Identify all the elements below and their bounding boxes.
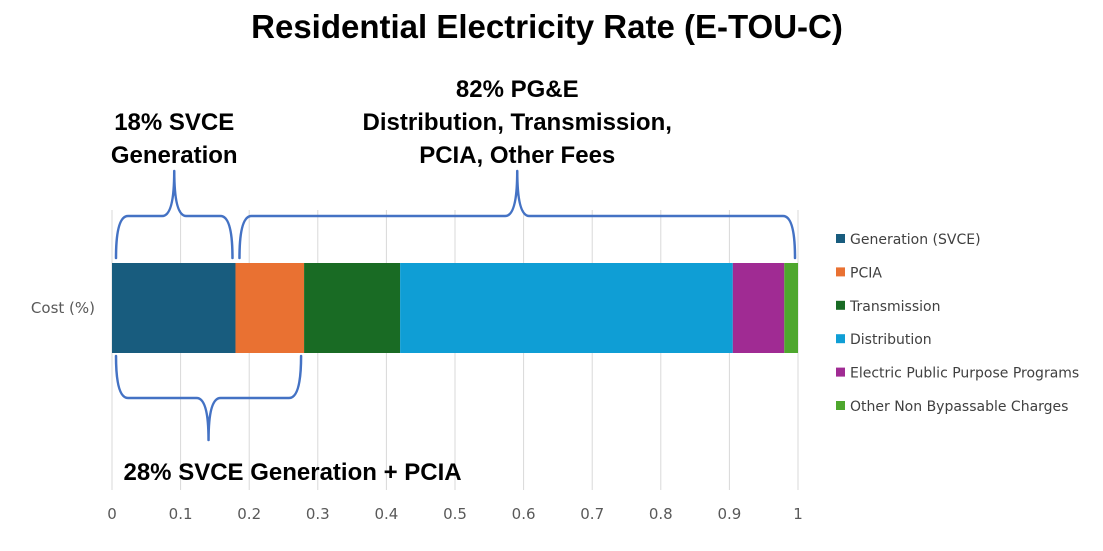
bar-segment-electric-public-purpose-programs: [732, 263, 785, 353]
x-tick-label: 0.7: [580, 505, 604, 523]
legend-entry: PCIA: [850, 265, 882, 281]
y-axis-categories: Cost (%): [31, 299, 95, 317]
bar-segment-pcia: [235, 263, 305, 353]
chart-title: Residential Electricity Rate (E-TOU-C): [251, 8, 843, 45]
x-tick-label: 0.6: [512, 505, 536, 523]
x-tick-label: 1: [793, 505, 803, 523]
x-tick-label: 0.1: [169, 505, 193, 523]
annotation-brace-2: [114, 354, 303, 442]
legend-entry: Generation (SVCE): [850, 232, 981, 248]
annotation-braces: 18% SVCE Generation 82% PG&E Distribution, …: [111, 76, 797, 486]
bar-segment-distribution: [400, 263, 733, 353]
legend-entry: Distribution: [850, 332, 932, 348]
x-tick-label: 0.3: [306, 505, 330, 523]
legend-swatch: [836, 234, 845, 243]
bar-segment-generation-svce-: [112, 263, 236, 353]
legend-entry: Transmission: [849, 299, 940, 315]
legend-swatch: [836, 334, 845, 344]
x-tick-label: 0.5: [443, 505, 467, 523]
category-label: Cost (%): [31, 299, 95, 317]
legend-swatch: [836, 267, 845, 277]
legend-swatch: [836, 367, 845, 377]
annotation-text: PCIA, Other Fees: [419, 142, 615, 169]
annotation-text: 82% PG&E: [456, 76, 579, 103]
x-tick-label: 0.2: [237, 505, 261, 523]
legend: Generation (SVCE) PCIA Transmission Distrib…: [836, 232, 1079, 415]
bar-segment-transmission: [304, 263, 401, 353]
annotation-brace-0: [114, 169, 234, 260]
x-tick-label: 0: [107, 505, 117, 523]
annotation-text: Generation: [111, 142, 238, 169]
legend-entry: Electric Public Purpose Programs: [850, 366, 1079, 382]
legend-swatch: [836, 401, 845, 410]
legend-swatch: [836, 300, 845, 310]
x-tick-label: 0.9: [717, 505, 741, 523]
bar-segments: [112, 263, 798, 353]
x-tick-label: 0.8: [649, 505, 673, 523]
x-tick-label: 0.4: [374, 505, 398, 523]
annotation-text: Distribution, Transmission,: [363, 109, 672, 136]
bar-segment-other-non-bypassable-charges: [784, 263, 798, 353]
legend-entry: Other Non Bypassable Charges: [850, 399, 1068, 415]
x-axis-ticks: 0 0.1 0.2 0.3 0.4 0.5 0.6 0.7 0.8 0.9 1: [107, 505, 803, 523]
annotation-text: 28% SVCE Generation + PCIA: [123, 459, 461, 486]
annotation-brace-1: [238, 169, 797, 260]
annotation-text: 18% SVCE: [114, 109, 234, 136]
